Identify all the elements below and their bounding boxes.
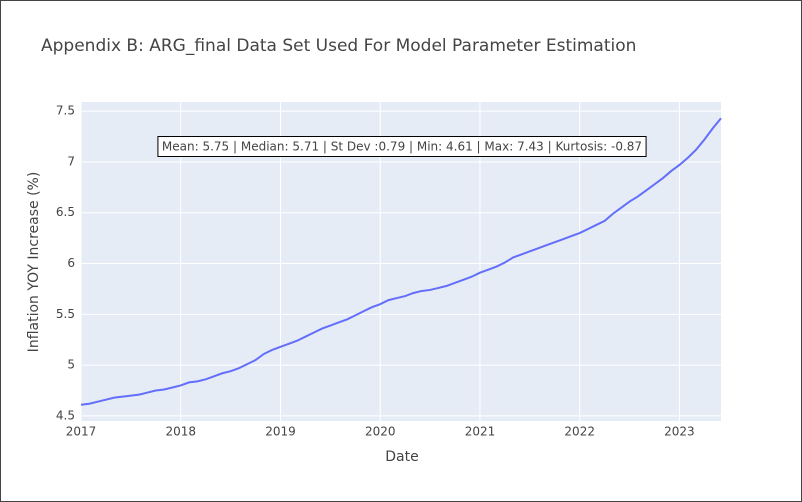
x-axis-label: Date <box>385 449 418 465</box>
x-tick-label: 2023 <box>664 425 695 439</box>
y-tick-label: 6 <box>67 256 75 270</box>
x-tick-label: 2017 <box>66 425 97 439</box>
x-tick-label: 2021 <box>465 425 496 439</box>
x-tick-label: 2020 <box>365 425 396 439</box>
x-tick-label: 2019 <box>265 425 296 439</box>
y-tick-label: 4.5 <box>56 408 75 422</box>
annotation: Mean: 5.75 | Median: 5.71 | St Dev :0.79… <box>157 136 647 157</box>
y-tick-label: 7 <box>67 154 75 168</box>
y-tick-label: 5 <box>67 358 75 372</box>
line-series <box>80 117 722 406</box>
y-axis-label: Inflation YOY Increase (%) <box>26 172 42 353</box>
annotation-text: Mean: 5.75 | Median: 5.71 | St Dev :0.79… <box>162 140 642 154</box>
x-tick-label: 2018 <box>165 425 196 439</box>
y-tick-label: 7.5 <box>56 104 75 118</box>
x-tick-label: 2022 <box>564 425 595 439</box>
annotation-box <box>157 136 647 157</box>
y-tick-label: 5.5 <box>56 307 75 321</box>
chart-title: Appendix B: ARG_final Data Set Used For … <box>41 36 636 56</box>
y-tick-label: 6.5 <box>56 205 75 219</box>
